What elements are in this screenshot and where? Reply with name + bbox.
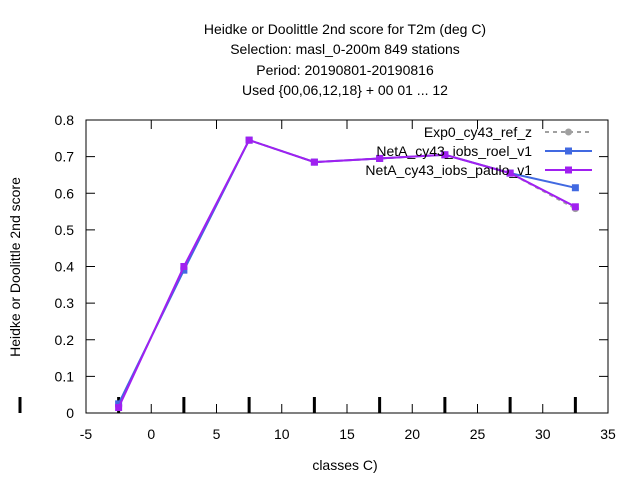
x-tick-label: 20 [404,426,420,442]
y-tick-label: 0.5 [55,222,75,238]
chart-title-line-3: Period: 20190801-20190816 [256,62,434,78]
legend-label-2: NetA_cy43_iobs_roel_v1 [376,143,532,159]
series-3-point [115,404,123,412]
x-tick-label: -5 [80,426,93,442]
legend-label-3: NetA_cy43_iobs_paulo_v1 [365,162,532,178]
series-3-point [245,136,253,144]
series-line-3 [117,138,576,408]
plot-area: 0 0.1 0.2 0.3 0.4 0.5 0.6 0.7 0.8 -5 0 5 10 15 20 25 30 3… [18,112,616,442]
chart-title-line-2: Selection: masl_0-200m 849 stations [230,41,460,57]
chart-title-line-4: Used {00,06,12,18} + 00 01 ... 12 [242,82,448,98]
series-2-point [115,400,123,408]
x-tick-label: 25 [470,426,486,442]
series-3-point [506,169,514,177]
legend-marker-1 [565,128,572,136]
legend-marker-2 [565,147,572,155]
series-2-point [571,184,579,192]
y-tick-label: 0.6 [55,185,75,201]
y-axis-label: Heidke or Doolittle 2nd score [7,177,23,357]
series-3-point [376,154,384,162]
x-tick-label: 0 [147,426,155,442]
series-3-point [571,203,579,211]
y-tick-label: 0.1 [55,368,75,384]
x-tick-label: 35 [600,426,616,442]
x-tick-label: 5 [213,426,221,442]
series-3-point [310,158,318,166]
y-tick-label: 0.2 [55,332,75,348]
chart-title-line-1: Heidke or Doolittle 2nd score for T2m (d… [204,21,486,37]
x-tick-label: 30 [535,426,551,442]
y-tick-label: 0.7 [55,149,75,165]
series-2-point [180,266,188,274]
y-tick-label: 0.4 [55,259,75,275]
x-tick-label: 10 [274,426,290,442]
y-tick-label: 0.3 [55,295,75,311]
series-3-point [180,263,188,270]
x-tick-label: 15 [339,426,355,442]
legend-marker-3 [565,166,572,174]
y-tick-label: 0 [66,405,74,421]
y-tick-label: 0.8 [55,112,75,128]
legend-label-1: Exp0_cy43_ref_z [424,124,532,140]
x-axis-label: classes C) [312,457,377,473]
series-3-point [441,151,449,159]
